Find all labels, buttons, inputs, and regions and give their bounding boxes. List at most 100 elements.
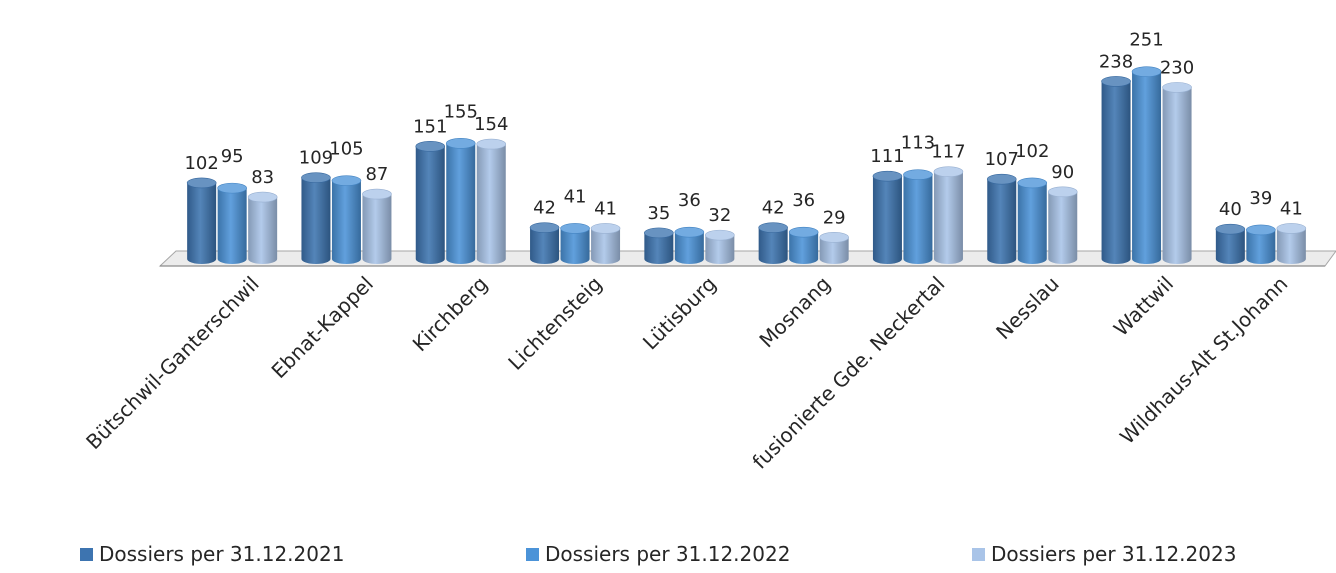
bar-top-7-2 (1047, 186, 1078, 198)
bar-top-7-0 (986, 173, 1017, 185)
bar-8-1 (1132, 71, 1162, 264)
bar-6-2 (933, 171, 963, 264)
bar-6-1 (903, 174, 933, 264)
legend-swatch-2022 (526, 547, 539, 561)
bar-2-0 (415, 146, 445, 264)
bar-top-6-0 (872, 170, 903, 182)
data-label-0-2: 83 (251, 167, 274, 188)
bar-0-1 (217, 188, 247, 264)
bar-top-1-2 (362, 188, 392, 200)
bar-4-0 (644, 232, 674, 264)
data-label-6-1: 113 (901, 133, 935, 154)
bar-top-8-0 (1101, 76, 1131, 87)
data-label-9-0: 40 (1219, 199, 1242, 220)
category-label-2: Kirchberg (408, 272, 493, 357)
bar-top-0-0 (186, 177, 217, 189)
data-label-8-2: 230 (1160, 57, 1194, 78)
legend-item-2021: Dossiers per 31.12.2021 (80, 542, 344, 566)
bar-9-1 (1246, 229, 1276, 264)
bar-9-2 (1276, 228, 1306, 264)
bar-top-1-1 (331, 175, 362, 186)
bar-top-2-0 (415, 141, 446, 152)
bar-0-0 (187, 182, 217, 264)
legend-label-2021: Dossiers per 31.12.2021 (99, 542, 345, 566)
bar-8-2 (1162, 87, 1192, 264)
data-label-4-1: 36 (678, 190, 701, 211)
bar-top-1-0 (301, 172, 331, 183)
data-label-6-0: 111 (870, 146, 904, 167)
category-label-8: Wattwil (1109, 272, 1178, 341)
bar-top-4-0 (644, 227, 674, 239)
data-label-3-2: 41 (594, 198, 617, 219)
category-label-6: fusionierte Gde. Neckertal (747, 272, 949, 474)
data-label-7-2: 90 (1051, 162, 1074, 183)
bar-7-1 (1017, 182, 1047, 264)
legend-label-2022: Dossiers per 31.12.2022 (545, 542, 791, 566)
category-labels-layer: Bütschwil-Ganterschwil Ebnat-Kappel Kirchb… (81, 272, 1292, 474)
bar-5-0 (758, 227, 788, 264)
category-label-1: Ebnat-Kappel (267, 272, 378, 383)
bar-top-3-0 (529, 222, 560, 233)
bar-top-5-2 (819, 232, 849, 243)
bar-top-3-1 (560, 223, 590, 234)
bar-top-2-1 (445, 138, 476, 149)
bar-top-5-1 (788, 226, 819, 238)
category-label-7: Nesslau (991, 272, 1064, 345)
data-label-0-0: 102 (184, 153, 218, 174)
data-label-2-1: 155 (444, 101, 478, 122)
legend-item-2023: Dossiers per 31.12.2023 (972, 542, 1236, 566)
data-label-5-1: 36 (792, 190, 815, 211)
bar-top-4-1 (674, 226, 705, 238)
legend: Dossiers per 31.12.2021 Dossiers per 31.… (0, 542, 1336, 570)
bar-top-5-0 (758, 222, 788, 233)
bar-2-1 (446, 143, 476, 264)
bar-top-6-2 (933, 166, 964, 177)
data-label-6-2: 117 (931, 142, 965, 163)
data-label-4-0: 35 (647, 203, 670, 224)
bar-3-1 (560, 228, 590, 264)
bar-1-0 (301, 177, 331, 264)
data-label-8-1: 251 (1129, 30, 1163, 51)
category-label-0: Bütschwil-Ganterschwil (81, 272, 264, 455)
bar-top-4-2 (705, 229, 735, 241)
bar-5-1 (789, 232, 819, 264)
bar-top-8-1 (1131, 66, 1162, 78)
legend-label-2023: Dossiers per 31.12.2023 (991, 542, 1237, 566)
data-label-9-1: 39 (1249, 188, 1272, 209)
bar-top-6-1 (903, 169, 933, 180)
bar-3-2 (591, 228, 621, 264)
category-label-5: Mosnang (754, 272, 835, 353)
data-label-2-2: 154 (474, 114, 508, 135)
bar-1-2 (362, 194, 392, 264)
bar-7-0 (987, 179, 1017, 264)
bar-top-2-2 (476, 138, 507, 150)
bar-top-0-2 (247, 191, 278, 203)
bar-top-9-0 (1215, 223, 1246, 235)
data-label-1-2: 87 (365, 164, 388, 185)
data-label-3-0: 42 (533, 198, 556, 219)
category-label-3: Lichtensteig (503, 272, 606, 375)
bar-2-2 (476, 144, 506, 264)
bar-8-0 (1101, 81, 1131, 265)
bar-top-9-2 (1276, 223, 1307, 234)
data-label-3-1: 41 (564, 186, 587, 207)
bar-top-3-2 (590, 223, 621, 234)
bars-layer (186, 66, 1307, 265)
bar-top-9-1 (1246, 224, 1276, 236)
bar-7-2 (1048, 191, 1078, 264)
bar-top-8-2 (1162, 82, 1192, 93)
bar-3-0 (530, 227, 560, 264)
data-label-2-0: 151 (413, 116, 447, 137)
bar-4-2 (705, 235, 735, 264)
bar-1-1 (331, 180, 361, 264)
data-label-8-0: 238 (1099, 51, 1133, 72)
data-label-5-0: 42 (762, 198, 785, 219)
category-label-4: Lütisburg (638, 272, 721, 355)
data-label-9-2: 41 (1280, 198, 1303, 219)
bar-6-0 (872, 176, 902, 264)
data-label-5-2: 29 (823, 207, 846, 228)
bar-5-2 (819, 237, 849, 264)
data-label-0-1: 95 (221, 146, 244, 167)
